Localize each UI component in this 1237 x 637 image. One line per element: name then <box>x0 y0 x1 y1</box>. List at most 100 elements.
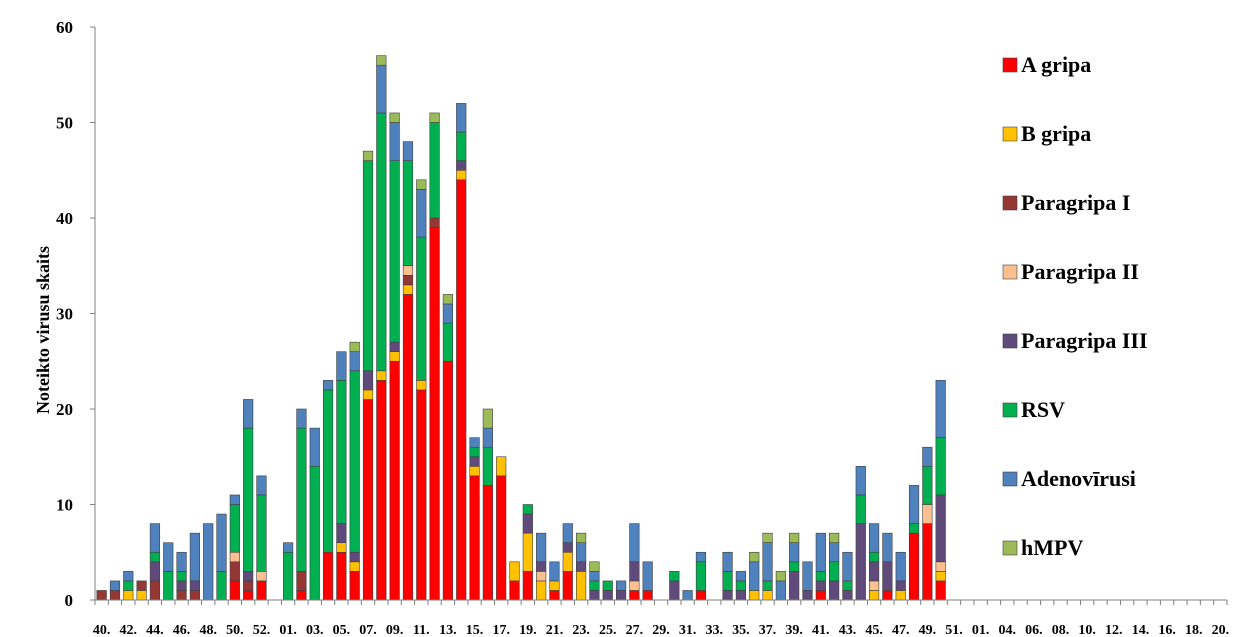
x-tick-label-41: 18. <box>1185 623 1203 637</box>
bar-segment-0-30 <box>496 475 507 601</box>
bar-segment-0-12 <box>256 580 267 601</box>
bar-segment-5-63 <box>935 437 946 496</box>
bar-segment-2-1 <box>109 590 121 601</box>
bar-segment-6-27 <box>456 103 467 133</box>
bar-segment-5-57 <box>855 494 866 524</box>
x-tick-label-13: 13. <box>439 623 457 637</box>
bar-segment-3-12 <box>256 571 267 582</box>
x-tick-label-36: 08. <box>1052 623 1070 637</box>
bar-segment-5-52 <box>789 561 800 572</box>
bar-segment-6-48 <box>735 571 746 582</box>
bar-segment-5-12 <box>256 494 267 572</box>
bar-segment-6-24 <box>416 189 427 238</box>
x-tick-label-31: 49. <box>919 623 937 637</box>
bar-segment-3-10 <box>229 551 240 563</box>
bar-segment-4-33 <box>536 561 547 572</box>
bar-segment-5-17 <box>322 389 334 553</box>
bar-segment-4-7 <box>189 580 200 591</box>
bar-segment-5-21 <box>376 112 387 372</box>
bar-segment-5-5 <box>163 571 174 601</box>
bar-segment-6-33 <box>536 532 547 563</box>
bar-segment-5-22 <box>389 160 400 343</box>
bar-segment-5-55 <box>829 561 840 582</box>
y-tick-label-6: 60 <box>56 18 73 37</box>
bar-segment-7-36 <box>575 532 587 544</box>
bar-segment-6-29 <box>482 427 493 448</box>
bar-segment-7-51 <box>775 571 786 582</box>
bar-segment-6-39 <box>615 580 627 591</box>
bar-segment-6-5 <box>163 542 174 572</box>
x-tick-label-20: 27. <box>626 623 644 637</box>
legend-swatch-0 <box>1002 57 1018 73</box>
bar-segment-0-20 <box>362 399 374 601</box>
bar-segment-6-21 <box>376 64 387 114</box>
bar-segment-0-18 <box>336 551 347 601</box>
bar-segment-5-32 <box>522 504 533 515</box>
bar-segment-6-37 <box>589 571 600 582</box>
x-tick-label-28: 43. <box>839 623 857 637</box>
legend-swatch-2 <box>1002 195 1018 211</box>
bar-segment-4-55 <box>829 580 840 601</box>
bar-segment-7-22 <box>389 112 400 123</box>
bar-segment-4-35 <box>562 542 573 553</box>
bar-segment-5-29 <box>482 446 493 486</box>
bar-segment-4-56 <box>842 590 853 601</box>
bar-segment-5-6 <box>176 571 187 582</box>
y-tick-label-1: 10 <box>56 496 73 515</box>
bar-segment-6-45 <box>695 551 707 563</box>
x-tick-label-16: 19. <box>519 623 537 637</box>
x-tick-label-2: 44. <box>146 623 164 637</box>
x-tick-label-10: 07. <box>359 623 377 637</box>
bar-segment-0-24 <box>416 389 427 601</box>
x-tick-label-23: 33. <box>706 623 724 637</box>
x-tick-label-3: 46. <box>173 623 191 637</box>
bar-segment-6-18 <box>336 351 347 381</box>
bar-segment-2-6 <box>176 590 187 601</box>
bar-segment-7-37 <box>589 561 600 572</box>
bar-segment-5-25 <box>429 122 440 219</box>
x-tick-labels: 40. 42. 44. 46. 48. 50. 52. 01. 03. 05. 07. 09. 11. 1… <box>93 623 1229 637</box>
bar-segment-0-28 <box>469 475 480 601</box>
x-tick-label-12: 11. <box>413 623 430 637</box>
bar-segment-0-41 <box>642 590 653 601</box>
bar-segment-6-40 <box>629 523 640 563</box>
bar-segment-7-52 <box>789 532 800 544</box>
bar-segment-2-25 <box>429 217 440 228</box>
bar-segment-1-35 <box>562 551 573 572</box>
x-tick-label-42: 20. <box>1212 623 1230 637</box>
bar-segment-5-61 <box>908 523 920 534</box>
y-tick-label-0: 0 <box>65 591 74 610</box>
bar-segment-5-4 <box>149 551 161 563</box>
bar-segment-4-52 <box>789 571 800 601</box>
bar-segment-6-56 <box>842 551 853 582</box>
bar-segment-6-58 <box>868 523 880 553</box>
bar-segment-6-19 <box>349 351 360 372</box>
bar-segment-1-22 <box>389 351 400 362</box>
bar-segment-6-10 <box>229 494 240 505</box>
bar-segment-1-49 <box>749 590 760 601</box>
x-tick-label-4: 48. <box>199 623 217 637</box>
x-tick-label-17: 21. <box>546 623 564 637</box>
bar-segment-3-58 <box>868 580 880 591</box>
bar-segment-1-2 <box>123 590 134 601</box>
bar-segment-2-0 <box>96 590 107 601</box>
bar-segment-7-20 <box>362 150 374 161</box>
x-tick-label-0: 40. <box>93 623 111 637</box>
y-tick-label-4: 40 <box>56 209 73 228</box>
bar-segment-1-63 <box>935 571 946 582</box>
x-tick-label-34: 04. <box>999 623 1017 637</box>
bar-segment-5-24 <box>416 236 427 381</box>
x-tick-label-24: 35. <box>732 623 750 637</box>
bar-segment-1-31 <box>509 561 520 582</box>
x-tick-label-6: 52. <box>253 623 271 637</box>
bar-segment-1-24 <box>416 380 427 391</box>
bar-segment-6-36 <box>575 542 587 563</box>
bar-segment-4-54 <box>815 580 826 591</box>
x-tick-label-7: 01. <box>279 623 297 637</box>
bar-segment-0-29 <box>482 485 493 601</box>
bar-segment-4-60 <box>895 580 906 591</box>
bar-segment-0-61 <box>908 532 920 601</box>
x-tick-label-39: 14. <box>1132 623 1150 637</box>
legend-swatch-1 <box>1002 126 1018 142</box>
bar-segment-7-50 <box>762 532 773 544</box>
